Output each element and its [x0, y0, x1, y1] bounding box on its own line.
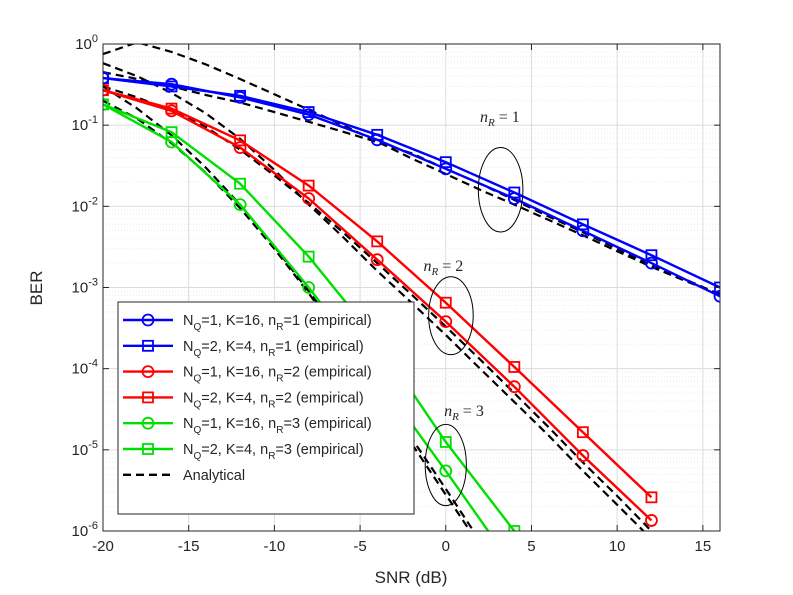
x-tick-label: -10 [264, 538, 286, 555]
y-axis-label: BER [27, 271, 46, 306]
point-marker-circle [576, 449, 590, 462]
point-marker-square [165, 126, 178, 139]
point-marker-square [439, 436, 452, 448]
point-marker-square [302, 179, 315, 192]
point-marker-circle [302, 281, 316, 294]
legend-label: NQ=1, K=16, nR=1 (empirical) [183, 313, 372, 333]
series [103, 84, 658, 504]
point-marker-square [439, 156, 452, 169]
point-marker-circle [439, 464, 453, 478]
point-marker-circle [233, 198, 247, 212]
legend-item: NQ=2, K=4, nR=3 (empirical) [123, 442, 364, 462]
point-marker-square [103, 98, 109, 111]
annotation-label: nR = 3 [444, 403, 484, 423]
point-marker-circle [439, 315, 453, 329]
point-marker-square [142, 443, 154, 455]
point-marker-square [645, 249, 658, 262]
analytical-curve [103, 44, 720, 296]
legend: NQ=1, K=16, nR=1 (empirical) NQ=2, K=4, n… [117, 301, 415, 515]
ticks: -20 -15 -10 -5 0 5 10 15 100 10-1 10-2 10-3 10-4 10-5… [72, 33, 720, 555]
annotation-ellipse [477, 147, 524, 233]
analytical-curve [103, 85, 653, 531]
annotation-label: nR = 2 [423, 258, 463, 278]
legend-label: NQ=1, K=16, nR=2 (empirical) [183, 365, 372, 385]
x-tick-label: -15 [178, 538, 200, 555]
annotation-label: nR = 1 [480, 109, 520, 129]
point-marker-circle [645, 256, 658, 270]
y-tick-label: 100 [75, 33, 98, 53]
point-marker-square [103, 72, 109, 85]
point-marker-circle [141, 365, 155, 379]
point-marker-square [576, 426, 589, 439]
point-marker-square [142, 339, 154, 352]
point-marker-circle [713, 289, 720, 303]
series-line [103, 89, 653, 499]
legend-item: NQ=1, K=16, nR=3 (empirical) [123, 416, 372, 436]
series-line [103, 103, 516, 531]
analytical-curve [103, 85, 475, 531]
point-marker-circle [141, 313, 155, 327]
point-marker-circle [233, 141, 247, 154]
series-line [103, 89, 653, 522]
legend-item: NQ=2, K=4, nR=1 (empirical) [123, 339, 364, 359]
point-marker-circle [302, 192, 316, 205]
series-line [103, 76, 720, 289]
point-marker-square [234, 177, 247, 190]
point-marker-square [142, 391, 154, 404]
point-marker-square [234, 89, 247, 102]
series-line [103, 103, 490, 531]
legend-item: NQ=2, K=4, nR=2 (empirical) [123, 390, 364, 410]
legend-item: Analytical [123, 468, 245, 484]
legend-item: NQ=1, K=16, nR=1 (empirical) [123, 313, 372, 333]
legend-label: NQ=2, K=4, nR=1 (empirical) [183, 339, 364, 359]
point-marker-square [302, 106, 315, 118]
x-tick-label: 0 [442, 538, 450, 555]
point-marker-square [371, 128, 384, 141]
point-marker-square [234, 134, 247, 147]
point-marker-circle [370, 253, 384, 267]
legend-label: NQ=1, K=16, nR=3 (empirical) [183, 416, 372, 436]
point-marker-square [165, 102, 178, 115]
y-tick-label: 10-3 [72, 277, 98, 297]
point-marker-square [103, 84, 109, 97]
y-tick-label: 10-6 [72, 520, 98, 540]
analytical-curve [103, 62, 646, 531]
point-marker-square [508, 361, 521, 373]
annotation-ellipse [424, 423, 467, 507]
point-marker-square [371, 235, 384, 248]
point-marker-square [508, 186, 521, 199]
legend-item: NQ=1, K=16, nR=2 (empirical) [123, 365, 372, 385]
x-tick-label: 5 [527, 538, 535, 555]
x-axis-label: SNR (dB) [375, 568, 448, 587]
y-tick-label: 10-2 [72, 195, 98, 215]
x-tick-label: -5 [353, 538, 366, 555]
point-marker-square [165, 80, 178, 93]
point-marker-square [439, 296, 452, 309]
point-marker-square [645, 491, 658, 504]
legend-label: NQ=2, K=4, nR=2 (empirical) [183, 390, 364, 410]
point-marker-circle [507, 380, 521, 394]
y-tick-label: 10-5 [72, 439, 98, 459]
x-tick-label: 15 [695, 538, 712, 555]
y-tick-label: 10-1 [72, 114, 98, 134]
point-marker-square [302, 250, 315, 263]
annotations: nR = 1 nR = 2 nR = 3 [423, 109, 524, 507]
x-tick-label: 10 [609, 538, 626, 555]
annotation-ellipse [428, 276, 474, 356]
point-marker-square [576, 218, 589, 231]
y-tick-label: 10-4 [72, 358, 98, 378]
point-marker-square [508, 525, 521, 531]
legend-label: NQ=2, K=4, nR=3 (empirical) [183, 442, 364, 462]
point-marker-circle [509, 563, 520, 574]
point-marker-circle [141, 416, 155, 430]
legend-label: Analytical [183, 468, 245, 484]
legend-box [117, 301, 415, 515]
point-marker-circle [645, 514, 658, 527]
x-tick-label: -20 [92, 538, 114, 555]
series [103, 83, 658, 527]
